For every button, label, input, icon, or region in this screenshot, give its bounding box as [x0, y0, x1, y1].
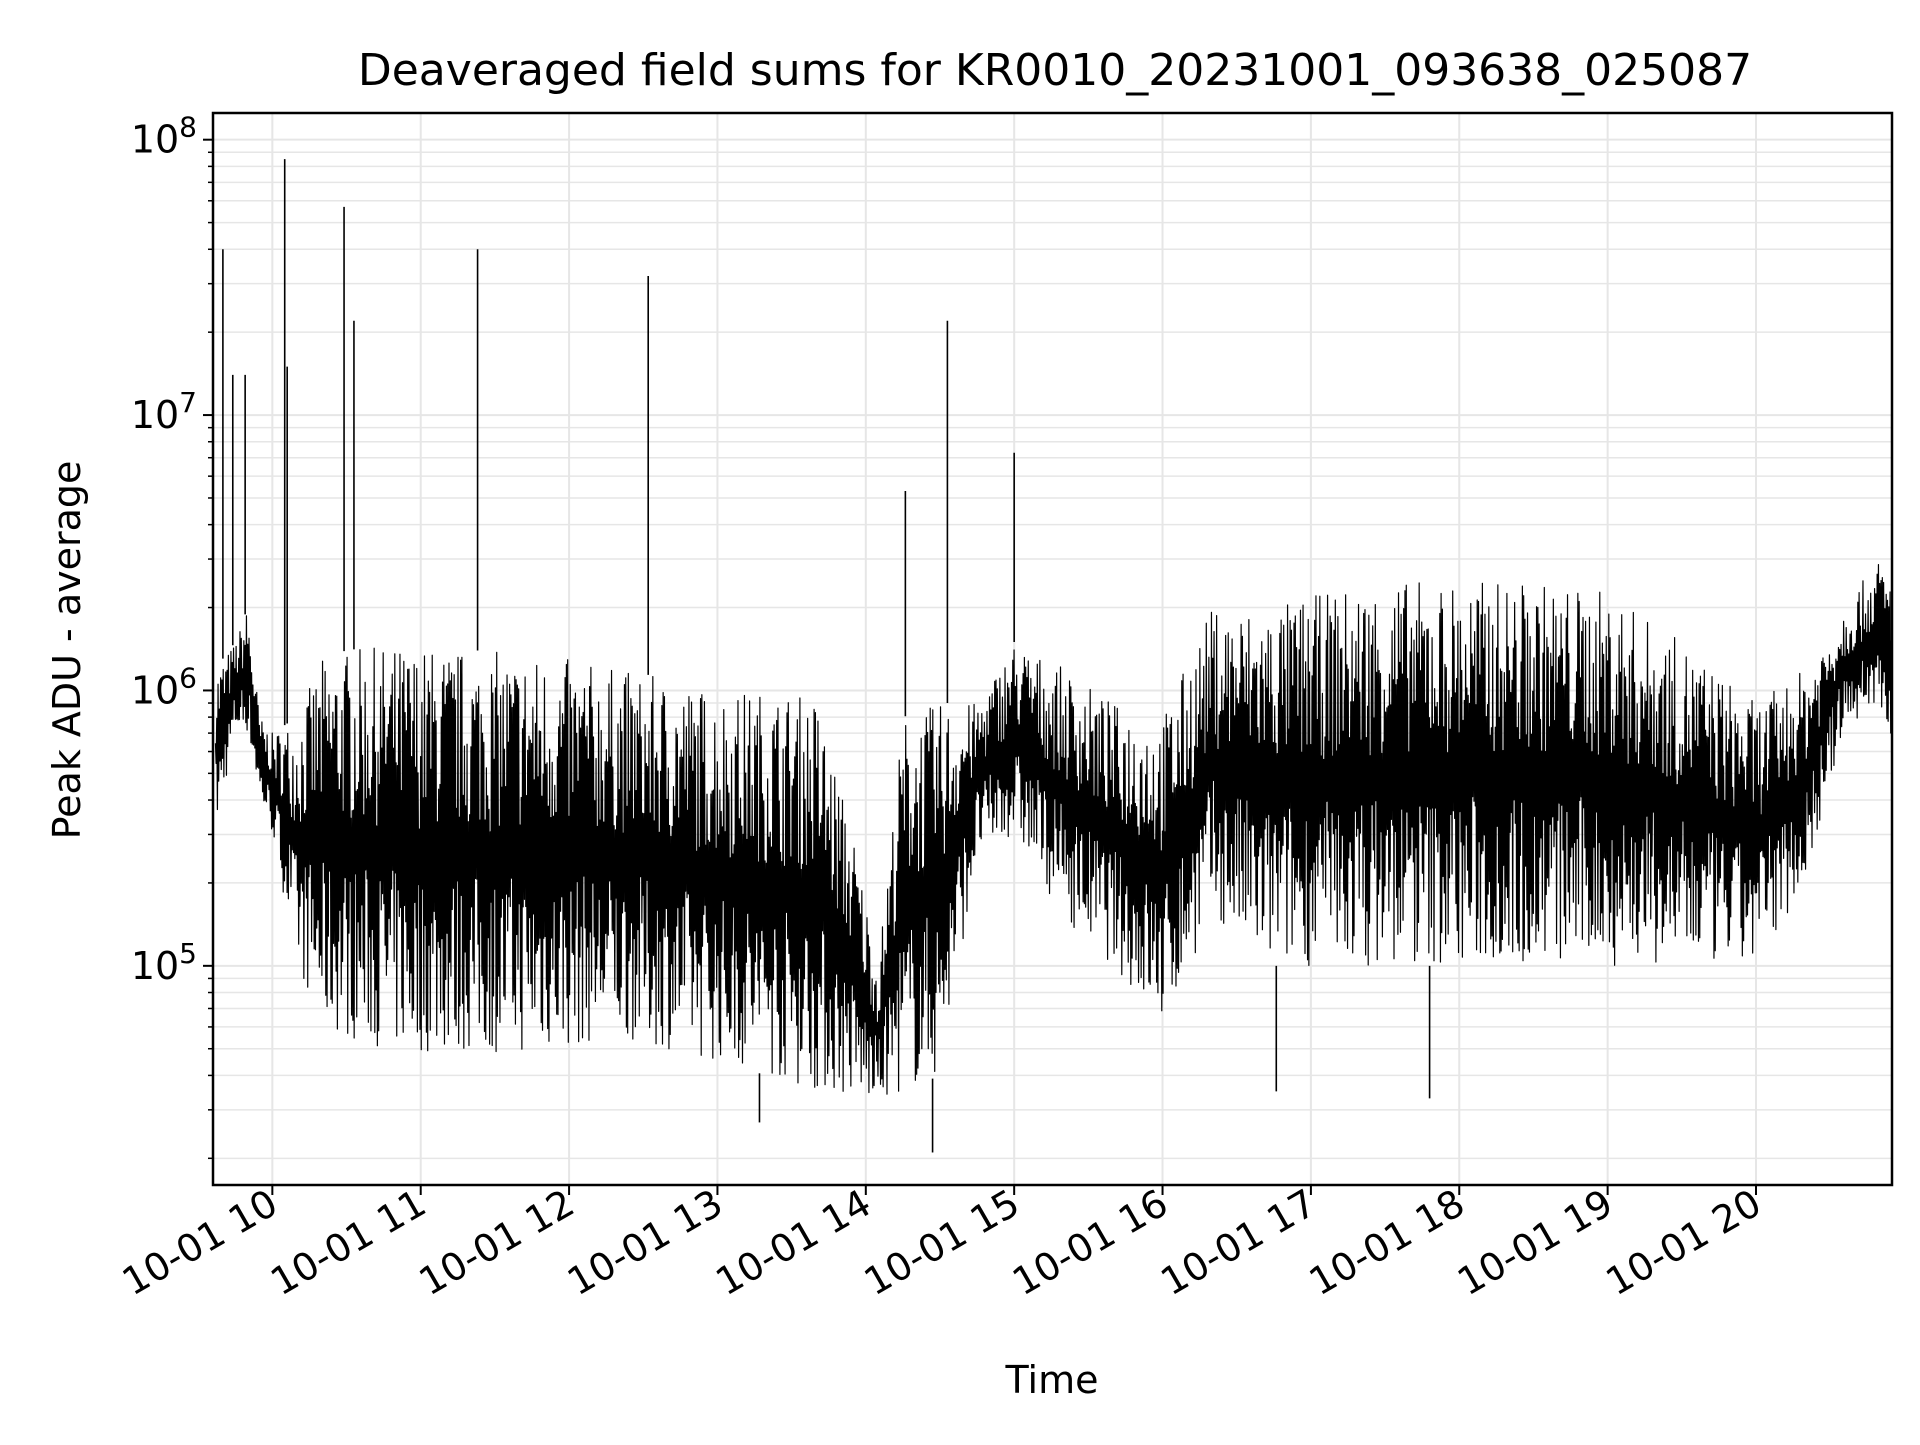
series-line [214, 564, 1893, 1095]
y-tick-exponent: 7 [179, 386, 197, 419]
y-axis-label: Peak ADU - average [45, 461, 89, 840]
y-tick-label: 108 [131, 111, 197, 162]
y-tick-base: 10 [131, 118, 179, 162]
y-tick-label: 107 [131, 386, 197, 437]
x-axis-label: Time [1005, 1358, 1099, 1402]
y-tick-label: 105 [131, 937, 197, 988]
y-tick-base: 10 [131, 393, 179, 437]
y-tick-base: 10 [131, 944, 179, 988]
chart-title: Deaveraged field sums for KR0010_2023100… [358, 45, 1752, 96]
y-tick-exponent: 5 [179, 937, 197, 970]
y-tick-label: 106 [131, 661, 197, 712]
y-tick-base: 10 [131, 668, 179, 712]
y-tick-exponent: 6 [179, 661, 197, 694]
plot-frame [211, 111, 1894, 1187]
y-tick-exponent: 8 [179, 111, 197, 144]
